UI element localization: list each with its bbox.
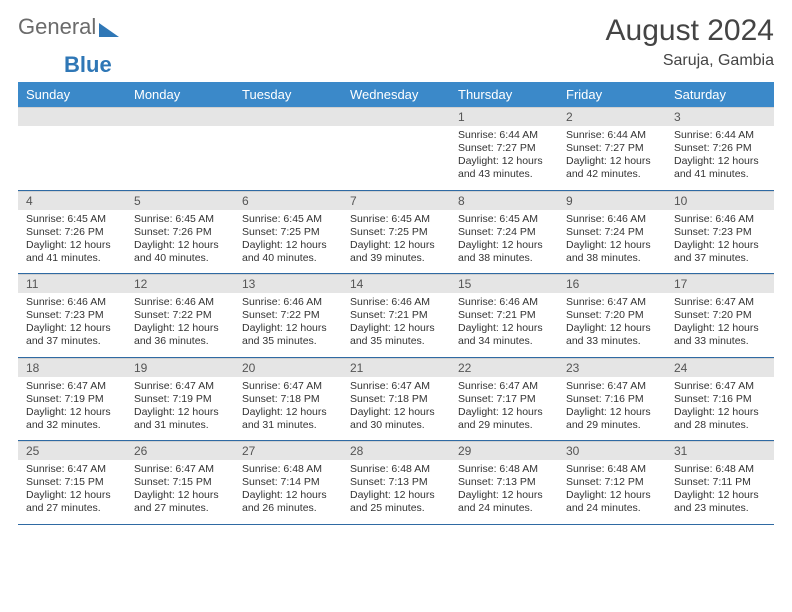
day-number: 14 [342,275,450,293]
weeks-container: 123Sunrise: 6:44 AMSunset: 7:27 PMDaylig… [18,107,774,525]
day-number: 17 [666,275,774,293]
day-cell: Sunrise: 6:47 AMSunset: 7:15 PMDaylight:… [126,460,234,524]
day-cell: Sunrise: 6:44 AMSunset: 7:27 PMDaylight:… [558,126,666,190]
daynum-row: 11121314151617 [18,274,774,293]
day-cell: Sunrise: 6:48 AMSunset: 7:14 PMDaylight:… [234,460,342,524]
day-cell: Sunrise: 6:47 AMSunset: 7:15 PMDaylight:… [18,460,126,524]
day-cell: Sunrise: 6:48 AMSunset: 7:11 PMDaylight:… [666,460,774,524]
logo-line2: Blue [18,52,774,78]
day-number: 26 [126,442,234,460]
day-cell: Sunrise: 6:46 AMSunset: 7:23 PMDaylight:… [18,293,126,357]
day-number: 11 [18,275,126,293]
day-number: 30 [558,442,666,460]
day-number: 20 [234,359,342,377]
day-number: 31 [666,442,774,460]
day-number: 18 [18,359,126,377]
day-number: 4 [18,192,126,210]
day-number: 23 [558,359,666,377]
day-number: 9 [558,192,666,210]
day-cell: Sunrise: 6:45 AMSunset: 7:26 PMDaylight:… [18,210,126,274]
day-cell: Sunrise: 6:47 AMSunset: 7:19 PMDaylight:… [18,377,126,441]
day-cell: Sunrise: 6:47 AMSunset: 7:20 PMDaylight:… [558,293,666,357]
weekday-sun: Sunday [18,82,126,107]
week-row: Sunrise: 6:47 AMSunset: 7:19 PMDaylight:… [18,377,774,441]
day-cell: Sunrise: 6:44 AMSunset: 7:26 PMDaylight:… [666,126,774,190]
daynum-row: 25262728293031 [18,441,774,460]
day-cell: Sunrise: 6:45 AMSunset: 7:25 PMDaylight:… [342,210,450,274]
day-cell [126,126,234,190]
day-cell: Sunrise: 6:46 AMSunset: 7:24 PMDaylight:… [558,210,666,274]
day-cell: Sunrise: 6:47 AMSunset: 7:18 PMDaylight:… [342,377,450,441]
calendar-page: General August 2024 Saruja, Gambia Blue … [0,0,792,539]
day-cell: Sunrise: 6:47 AMSunset: 7:18 PMDaylight:… [234,377,342,441]
day-number: 6 [234,192,342,210]
day-number: 27 [234,442,342,460]
day-number: 8 [450,192,558,210]
day-cell: Sunrise: 6:45 AMSunset: 7:25 PMDaylight:… [234,210,342,274]
day-number [126,108,234,126]
weekday-tue: Tuesday [234,82,342,107]
daynum-row: 123 [18,107,774,126]
week-row: Sunrise: 6:47 AMSunset: 7:15 PMDaylight:… [18,460,774,524]
weekday-wed: Wednesday [342,82,450,107]
weekday-mon: Monday [126,82,234,107]
daynum-row: 18192021222324 [18,358,774,377]
logo-text-2: Blue [64,52,112,77]
day-cell: Sunrise: 6:46 AMSunset: 7:23 PMDaylight:… [666,210,774,274]
day-cell: Sunrise: 6:45 AMSunset: 7:24 PMDaylight:… [450,210,558,274]
day-cell: Sunrise: 6:46 AMSunset: 7:21 PMDaylight:… [342,293,450,357]
day-number [18,108,126,126]
day-cell: Sunrise: 6:46 AMSunset: 7:22 PMDaylight:… [234,293,342,357]
logo-text-1: General [18,14,96,40]
day-cell: Sunrise: 6:48 AMSunset: 7:13 PMDaylight:… [342,460,450,524]
day-cell: Sunrise: 6:44 AMSunset: 7:27 PMDaylight:… [450,126,558,190]
day-cell: Sunrise: 6:45 AMSunset: 7:26 PMDaylight:… [126,210,234,274]
day-cell: Sunrise: 6:47 AMSunset: 7:19 PMDaylight:… [126,377,234,441]
day-number: 19 [126,359,234,377]
day-number: 21 [342,359,450,377]
page-title: August 2024 [606,14,774,48]
week-row: Sunrise: 6:44 AMSunset: 7:27 PMDaylight:… [18,126,774,190]
day-number: 28 [342,442,450,460]
weekday-header: Sunday Monday Tuesday Wednesday Thursday… [18,82,774,107]
daynum-row: 45678910 [18,191,774,210]
day-number: 3 [666,108,774,126]
day-cell: Sunrise: 6:47 AMSunset: 7:17 PMDaylight:… [450,377,558,441]
day-number: 5 [126,192,234,210]
calendar: Sunday Monday Tuesday Wednesday Thursday… [18,82,774,525]
day-number: 12 [126,275,234,293]
day-number [342,108,450,126]
weekday-thu: Thursday [450,82,558,107]
day-cell: Sunrise: 6:46 AMSunset: 7:21 PMDaylight:… [450,293,558,357]
day-cell: Sunrise: 6:48 AMSunset: 7:13 PMDaylight:… [450,460,558,524]
day-number: 25 [18,442,126,460]
day-number [234,108,342,126]
logo: General [18,14,120,40]
day-number: 24 [666,359,774,377]
day-number: 7 [342,192,450,210]
day-number: 15 [450,275,558,293]
day-number: 16 [558,275,666,293]
weekday-sat: Saturday [666,82,774,107]
day-cell [234,126,342,190]
day-number: 22 [450,359,558,377]
day-cell [18,126,126,190]
week-row: Sunrise: 6:45 AMSunset: 7:26 PMDaylight:… [18,210,774,274]
day-cell: Sunrise: 6:48 AMSunset: 7:12 PMDaylight:… [558,460,666,524]
day-cell: Sunrise: 6:47 AMSunset: 7:16 PMDaylight:… [666,377,774,441]
day-number: 13 [234,275,342,293]
logo-triangle-icon [99,23,119,37]
day-cell: Sunrise: 6:47 AMSunset: 7:20 PMDaylight:… [666,293,774,357]
day-number: 29 [450,442,558,460]
week-row: Sunrise: 6:46 AMSunset: 7:23 PMDaylight:… [18,293,774,357]
day-cell: Sunrise: 6:46 AMSunset: 7:22 PMDaylight:… [126,293,234,357]
day-number: 10 [666,192,774,210]
day-number: 2 [558,108,666,126]
day-cell: Sunrise: 6:47 AMSunset: 7:16 PMDaylight:… [558,377,666,441]
day-cell [342,126,450,190]
day-number: 1 [450,108,558,126]
weekday-fri: Friday [558,82,666,107]
